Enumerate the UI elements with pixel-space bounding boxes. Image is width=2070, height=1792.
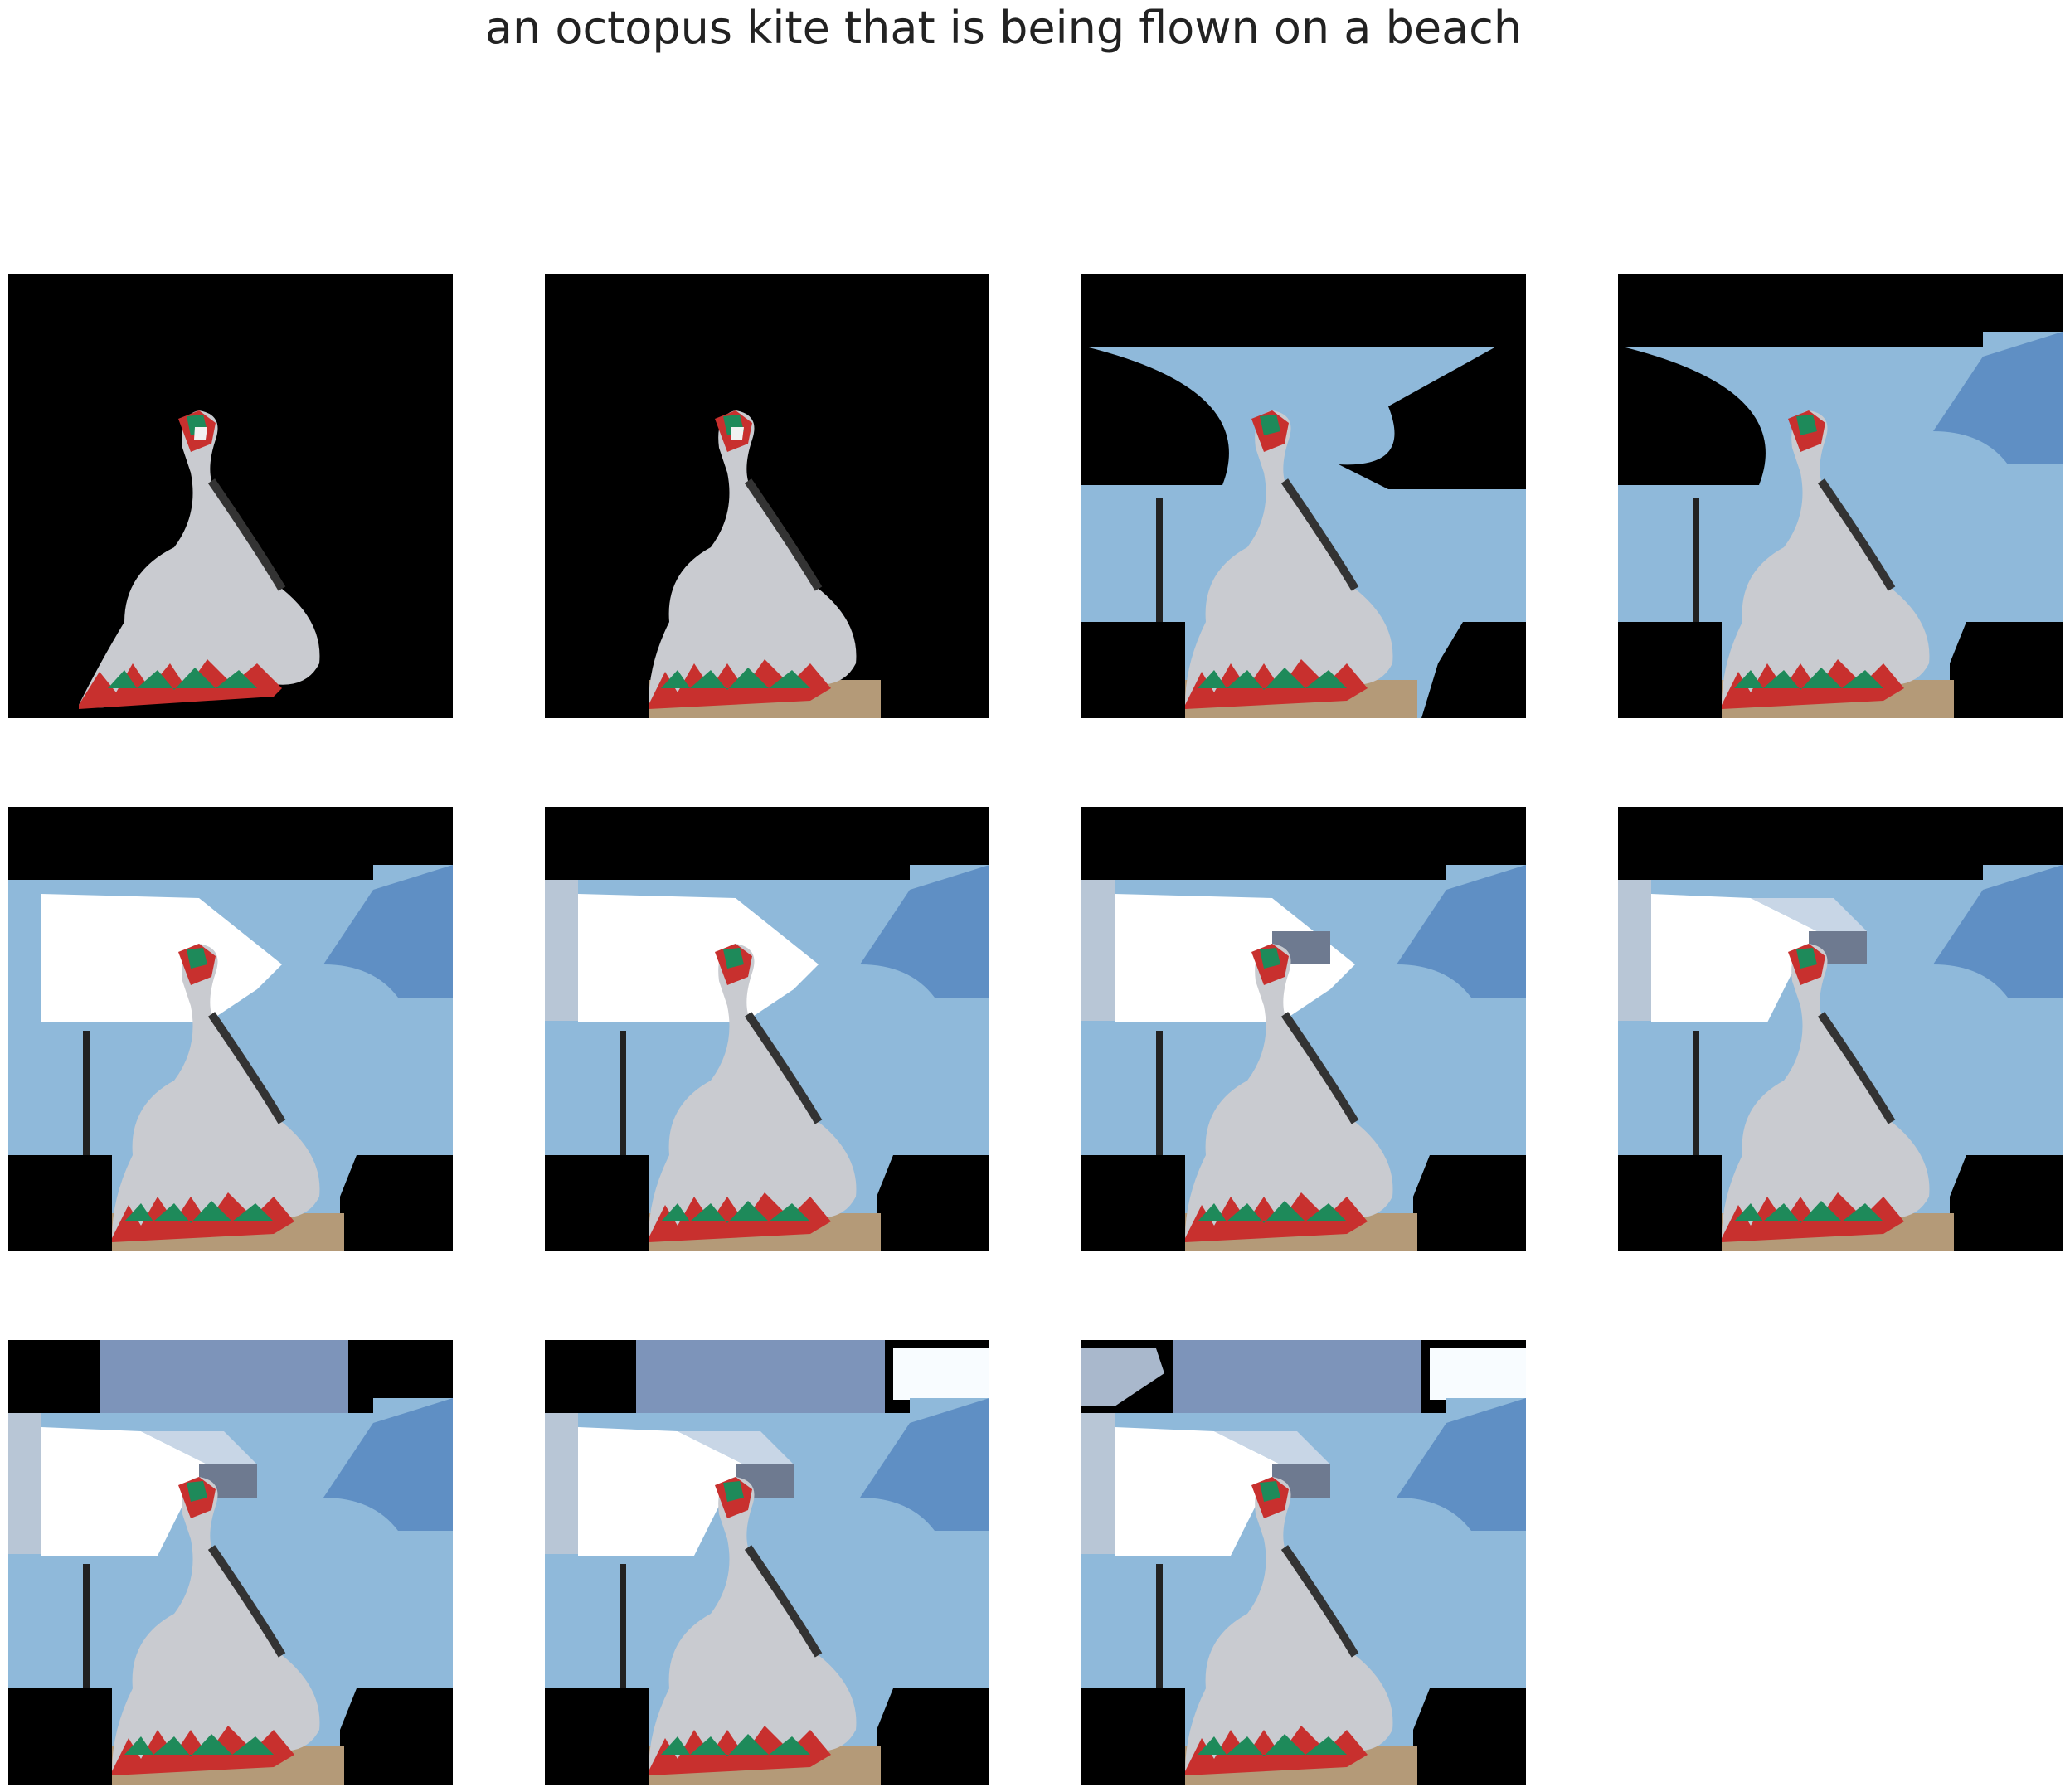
kite [649,1477,857,1775]
pole [83,1031,90,1155]
pole [1693,1031,1699,1155]
cloud [41,1427,207,1556]
left-edge [1618,880,1651,1021]
figure-title: an octopus kite that is being flown on a… [484,2,1523,54]
panel-step-8 [1618,807,2063,1251]
left-edge [545,880,578,1021]
left-edge [545,1413,578,1554]
pole [1156,1564,1163,1688]
panel-1-image [8,274,453,718]
top-band [100,1340,348,1413]
sky-right [860,865,989,998]
panel-step-11 [1081,1340,1526,1785]
kite [1185,1477,1393,1775]
left-edge [1081,1413,1115,1554]
panel-step-6 [545,807,989,1251]
panel-4-image [1618,274,2063,718]
pole [1156,498,1163,622]
top-left [1081,1348,1164,1406]
top-right-white [1430,1348,1526,1400]
panel-5-image [8,807,453,1251]
pole [83,1564,90,1688]
panel-step-7 [1081,807,1526,1251]
panel-step-3 [1081,274,1526,718]
panel-7-image [1081,807,1526,1251]
pole [620,1564,626,1688]
kite [1722,410,1930,709]
cloud [41,894,282,1022]
panel-step-2 [545,274,989,718]
kite [1722,944,1930,1242]
panel-step-10 [545,1340,989,1785]
pole [1156,1031,1163,1155]
pole [1693,498,1699,622]
sky-right [1933,332,2063,464]
kite [1185,944,1393,1242]
kite [649,410,857,709]
left-edge [1081,880,1115,1021]
panel-10-image [545,1340,989,1785]
panel-2-image [545,274,989,718]
cloud [578,1427,744,1556]
cloud-gap [1214,1431,1330,1464]
sky-right [1933,865,2063,998]
sky-right [1397,1398,1526,1531]
cloud [1115,894,1355,1022]
panel-step-5 [8,807,453,1251]
kite [112,1477,320,1775]
left-edge [8,1413,41,1554]
cloud [1115,1427,1280,1556]
sky-right [323,1398,453,1531]
panel-6-image [545,807,989,1251]
sky-right [323,865,453,998]
panel-step-1 [8,274,453,718]
panel-9-image [8,1340,453,1785]
top-right-white [893,1348,989,1400]
cloud-gap [141,1431,257,1464]
panel-3-image [1081,274,1526,718]
top-band [636,1340,885,1413]
cloud-gap [1751,898,1867,931]
panel-8-image [1618,807,2063,1251]
top-band [1173,1340,1421,1413]
panel-step-4 [1618,274,2063,718]
cloud [578,894,819,1022]
kite [112,944,320,1242]
panel-step-9 [8,1340,453,1785]
sky-right [1397,865,1526,998]
kite [649,944,857,1242]
cloud-gap [678,1431,794,1464]
panel-11-image [1081,1340,1526,1785]
kite [1185,410,1393,709]
sky-right [860,1398,989,1531]
cloud [1651,894,1817,1022]
pole [620,1031,626,1155]
kite [79,410,320,709]
